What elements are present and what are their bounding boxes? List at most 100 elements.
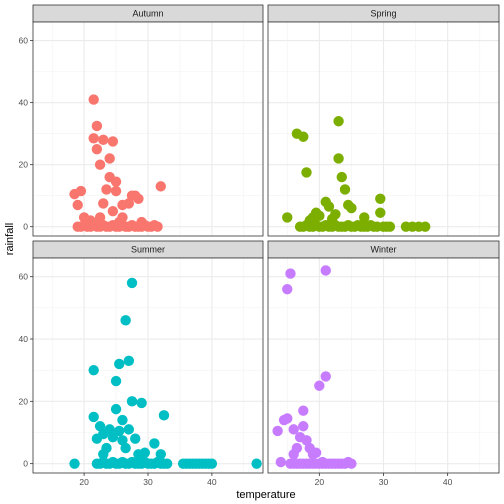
data-point xyxy=(126,396,138,407)
facet-strip-label: Spring xyxy=(370,9,396,19)
data-point xyxy=(336,171,347,183)
data-point xyxy=(104,153,115,164)
data-point xyxy=(139,447,151,458)
data-point xyxy=(120,442,131,454)
data-point xyxy=(101,184,112,195)
data-point xyxy=(123,355,135,367)
y-tick-label: 0 xyxy=(23,459,28,469)
data-point xyxy=(375,193,386,204)
data-point xyxy=(110,403,122,415)
data-point xyxy=(152,221,163,232)
data-point xyxy=(117,414,128,426)
data-point xyxy=(298,131,309,142)
data-point xyxy=(272,425,283,437)
data-point xyxy=(88,133,99,144)
x-tick-label: 20 xyxy=(79,477,89,487)
data-point xyxy=(72,199,83,211)
y-tick-label: 60 xyxy=(19,36,29,46)
data-point xyxy=(359,212,370,223)
data-point xyxy=(101,442,112,454)
facet-strip-label: Autumn xyxy=(132,9,163,19)
data-point xyxy=(323,201,335,212)
data-point xyxy=(126,277,138,289)
data-point xyxy=(114,358,125,370)
data-point xyxy=(298,405,309,416)
panel-border xyxy=(267,21,500,237)
y-tick-label: 20 xyxy=(19,396,29,406)
x-tick-label: 20 xyxy=(315,477,325,487)
data-point xyxy=(130,433,141,444)
data-point xyxy=(161,458,173,469)
data-point xyxy=(384,221,396,232)
data-point xyxy=(104,424,115,435)
data-point xyxy=(320,371,331,382)
data-point xyxy=(107,431,119,443)
data-point xyxy=(282,413,293,424)
data-point xyxy=(420,221,431,232)
data-point xyxy=(275,456,287,468)
data-point xyxy=(206,458,218,469)
data-point xyxy=(110,176,122,187)
y-tick-label: 0 xyxy=(23,222,28,232)
data-point xyxy=(133,193,144,204)
facet-panel-summer: Summer 0 20 40 60 20 30 40 xyxy=(19,240,264,487)
data-point xyxy=(107,136,119,147)
data-point xyxy=(110,185,122,197)
data-point xyxy=(288,424,299,435)
data-point xyxy=(91,120,103,132)
data-point xyxy=(155,449,166,460)
data-point xyxy=(91,143,103,155)
data-point xyxy=(98,198,109,209)
data-point xyxy=(282,212,293,223)
data-point xyxy=(123,424,135,435)
y-axis-title: rainfall xyxy=(4,223,16,255)
data-point xyxy=(301,167,312,178)
data-point xyxy=(114,425,125,437)
data-point xyxy=(149,438,160,449)
x-tick-label: 40 xyxy=(443,477,453,487)
data-point xyxy=(107,205,119,217)
facet-panel-autumn: Autumn 0 20 40 60 xyxy=(19,4,264,237)
data-point xyxy=(94,421,106,432)
y-tick-label: 60 xyxy=(19,272,29,282)
data-point xyxy=(310,447,322,458)
data-point xyxy=(120,315,131,326)
data-point xyxy=(301,435,312,446)
data-point xyxy=(346,458,357,469)
data-point xyxy=(346,202,357,214)
panel-border xyxy=(32,21,264,237)
data-point xyxy=(339,184,351,195)
facet-panel-winter: Winter 20 30 40 xyxy=(267,240,500,487)
x-tick-label: 40 xyxy=(207,477,217,487)
data-point xyxy=(155,181,166,192)
data-point xyxy=(88,411,99,423)
y-tick-label: 40 xyxy=(19,98,29,108)
data-point xyxy=(75,185,87,197)
data-point xyxy=(158,410,170,421)
data-point xyxy=(88,364,99,376)
data-point xyxy=(251,458,262,469)
data-point xyxy=(282,283,293,295)
x-axis-title: temperature xyxy=(236,489,295,501)
data-point xyxy=(136,397,147,409)
data-point xyxy=(88,94,99,105)
data-point xyxy=(291,442,303,454)
x-tick-label: 30 xyxy=(379,477,389,487)
data-point xyxy=(333,116,344,127)
data-point xyxy=(314,210,325,222)
data-point xyxy=(110,375,122,387)
data-point xyxy=(375,207,386,218)
data-point xyxy=(98,134,109,146)
facet-strip-label: Winter xyxy=(370,245,396,255)
data-point xyxy=(285,268,296,279)
facet-strip-label: Summer xyxy=(131,245,165,255)
data-point xyxy=(298,421,309,432)
data-point xyxy=(333,153,344,164)
data-point xyxy=(314,380,325,391)
facet-panel-spring: Spring xyxy=(267,4,500,237)
x-tick-label: 30 xyxy=(143,477,153,487)
data-point xyxy=(330,209,341,220)
data-point xyxy=(320,265,331,276)
data-point xyxy=(94,159,106,170)
